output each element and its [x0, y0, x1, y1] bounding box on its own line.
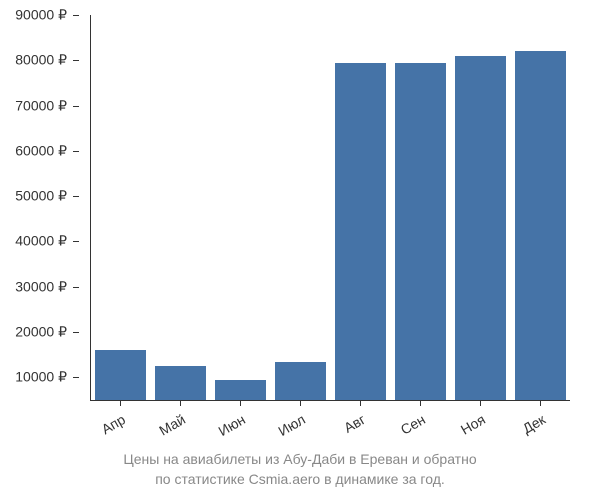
y-tick — [73, 332, 79, 333]
y-tick-label: 80000 ₽ — [15, 52, 67, 69]
x-tick — [540, 400, 541, 406]
chart-bar — [155, 366, 206, 400]
y-tick — [73, 377, 79, 378]
y-tick-label: 20000 ₽ — [15, 324, 67, 341]
x-tick-label: Сен — [391, 411, 428, 442]
y-tick — [73, 241, 79, 242]
chart-plot-area — [90, 15, 570, 400]
x-tick — [240, 400, 241, 406]
x-tick — [180, 400, 181, 406]
y-tick-label: 90000 ₽ — [15, 7, 67, 24]
x-tick — [420, 400, 421, 406]
y-axis: 10000 ₽ 20000 ₽ 30000 ₽ 40000 ₽ 50000 ₽ 60000… — [0, 15, 85, 400]
x-tick — [120, 400, 121, 406]
y-tick — [73, 106, 79, 107]
y-tick-label: 60000 ₽ — [15, 142, 67, 159]
x-tick — [480, 400, 481, 406]
x-tick-label: Ноя — [451, 411, 488, 442]
x-tick-label: Дек — [511, 411, 548, 442]
chart-bar — [455, 56, 506, 400]
y-tick-label: 40000 ₽ — [15, 233, 67, 250]
chart-caption: Цены на авиабилеты из Абу-Даби в Ереван … — [0, 450, 600, 489]
x-tick-label: Авг — [331, 411, 368, 442]
chart-bar — [215, 380, 266, 400]
chart-bar — [95, 350, 146, 400]
y-tick — [73, 151, 79, 152]
x-tick-label: Июн — [211, 411, 248, 442]
chart-bar — [395, 63, 446, 400]
y-tick-label: 30000 ₽ — [15, 278, 67, 295]
chart-bar — [275, 362, 326, 401]
y-tick-label: 70000 ₽ — [15, 97, 67, 114]
x-tick-label: Май — [151, 411, 188, 442]
y-tick — [73, 15, 79, 16]
x-axis: Апр Май Июн Июл Авг Сен Ноя Дек — [90, 400, 570, 450]
caption-line-1: Цены на авиабилеты из Абу-Даби в Ереван … — [123, 451, 476, 467]
y-tick — [73, 196, 79, 197]
x-tick — [360, 400, 361, 406]
x-tick — [300, 400, 301, 406]
chart-bar — [335, 63, 386, 400]
x-tick-label: Июл — [271, 411, 308, 442]
y-tick-label: 50000 ₽ — [15, 188, 67, 205]
y-tick — [73, 60, 79, 61]
caption-line-2: по статистике Csmia.aero в динамике за г… — [155, 471, 445, 487]
chart-bar — [515, 51, 566, 400]
y-tick — [73, 287, 79, 288]
x-tick-label: Апр — [91, 411, 128, 442]
y-tick-label: 10000 ₽ — [15, 369, 67, 386]
